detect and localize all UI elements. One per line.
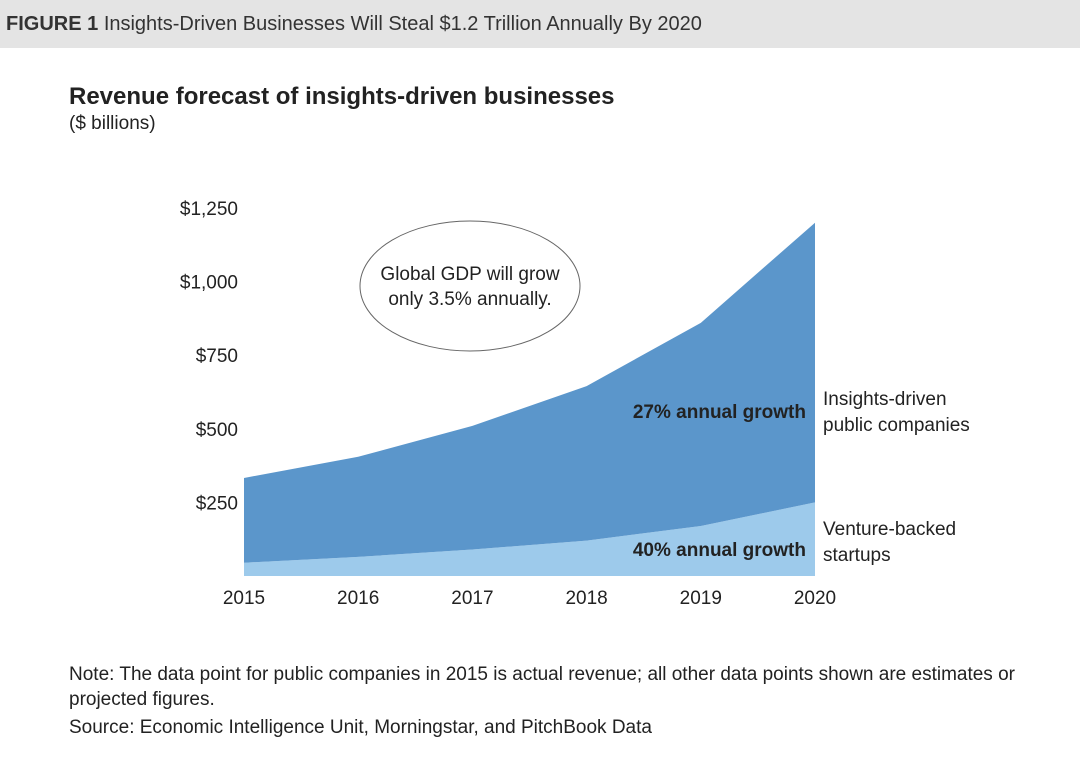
chart-note: Note: The data point for public companie… (69, 664, 1015, 710)
y-tick-label-3: $1,000 (180, 273, 238, 294)
x-tick-label-1: 2016 (337, 588, 379, 609)
chart-subtitle: ($ billions) (69, 113, 156, 134)
x-tick-label-0: 2015 (223, 588, 265, 609)
x-tick-label-2: 2017 (451, 588, 493, 609)
gdp-callout-text-1: only 3.5% annually. (388, 289, 551, 310)
x-tick-label-3: 2018 (565, 588, 607, 609)
y-tick-label-4: $1,250 (180, 199, 238, 220)
chart-source: Source: Economic Intelligence Unit, Morn… (69, 717, 652, 738)
chart-title: Revenue forecast of insights-driven busi… (69, 83, 615, 110)
growth-annotation-0: 40% annual growth (633, 540, 806, 561)
series-label-1-1: public companies (823, 415, 970, 436)
series-label-1-0: Insights-driven (823, 389, 947, 410)
area-series-1 (244, 222, 815, 563)
revenue-area-chart: $250 $500 $750 $1,000 $1,250 2015 2016 2017 2018… (180, 199, 970, 609)
y-tick-label-1: $500 (196, 420, 238, 441)
gdp-callout-text-0: Global GDP will grow (380, 264, 559, 285)
growth-annotation-1: 27% annual growth (633, 402, 806, 423)
series-label-0-1: startups (823, 545, 891, 566)
y-tick-label-2: $750 (196, 346, 238, 367)
area-series-0 (244, 502, 815, 576)
figure-title: Insights-Driven Businesses Will Steal $1… (103, 13, 702, 35)
x-tick-label-4: 2019 (680, 588, 722, 609)
y-tick-label-0: $250 (196, 493, 238, 514)
figure-header: FIGURE 1 Insights-Driven Businesses Will… (0, 0, 1080, 48)
x-tick-label-5: 2020 (794, 588, 836, 609)
series-label-0-0: Venture-backed (823, 519, 956, 540)
gdp-callout-ellipse (359, 220, 581, 352)
figure-label: FIGURE 1 (6, 13, 99, 35)
